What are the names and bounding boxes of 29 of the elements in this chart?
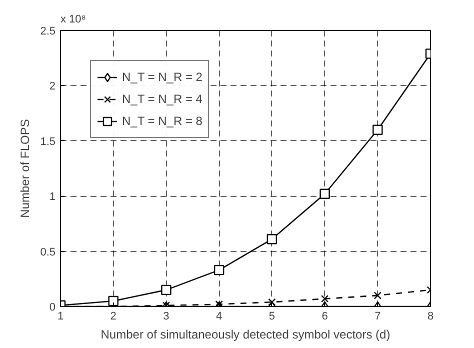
text: x 10⁸ [60, 14, 86, 26]
point [108, 296, 118, 306]
point [321, 294, 329, 303]
x-axis-title: Number of simultaneously detected symbol vectors (d) [100, 328, 390, 342]
y-tick-label: 2.5 [40, 26, 56, 38]
x-tick-label: 1 [57, 310, 64, 322]
y-tick-label: 1 [49, 191, 56, 204]
legend-label: N_T = N_R = 4 [122, 92, 202, 106]
point [320, 188, 330, 199]
x-tick-label: 5 [268, 310, 275, 322]
legend-label: N_T = N_R = 8 [122, 114, 202, 128]
point [268, 298, 276, 306]
x-tick-label: 3 [163, 310, 170, 322]
x-tick-label: 6 [322, 310, 328, 322]
y-tick-label: 2 [49, 80, 56, 93]
x-tick-label: 4 [216, 310, 222, 322]
point [161, 284, 172, 296]
point [372, 124, 383, 135]
x-tick-label: 8 [427, 310, 434, 322]
point [266, 234, 278, 244]
point [374, 292, 382, 300]
y-axis-title: Number of FLOPS [18, 119, 32, 218]
x-tick-label: 2 [110, 310, 116, 322]
y-tick-label: 1.5 [40, 136, 56, 148]
y-tick-label: 0 [49, 302, 56, 314]
legend-label: N_T = N_R = 2 [122, 70, 202, 84]
point [214, 264, 224, 276]
y-tick-label: 0.5 [40, 246, 56, 258]
x-tick-label: 7 [374, 310, 381, 322]
